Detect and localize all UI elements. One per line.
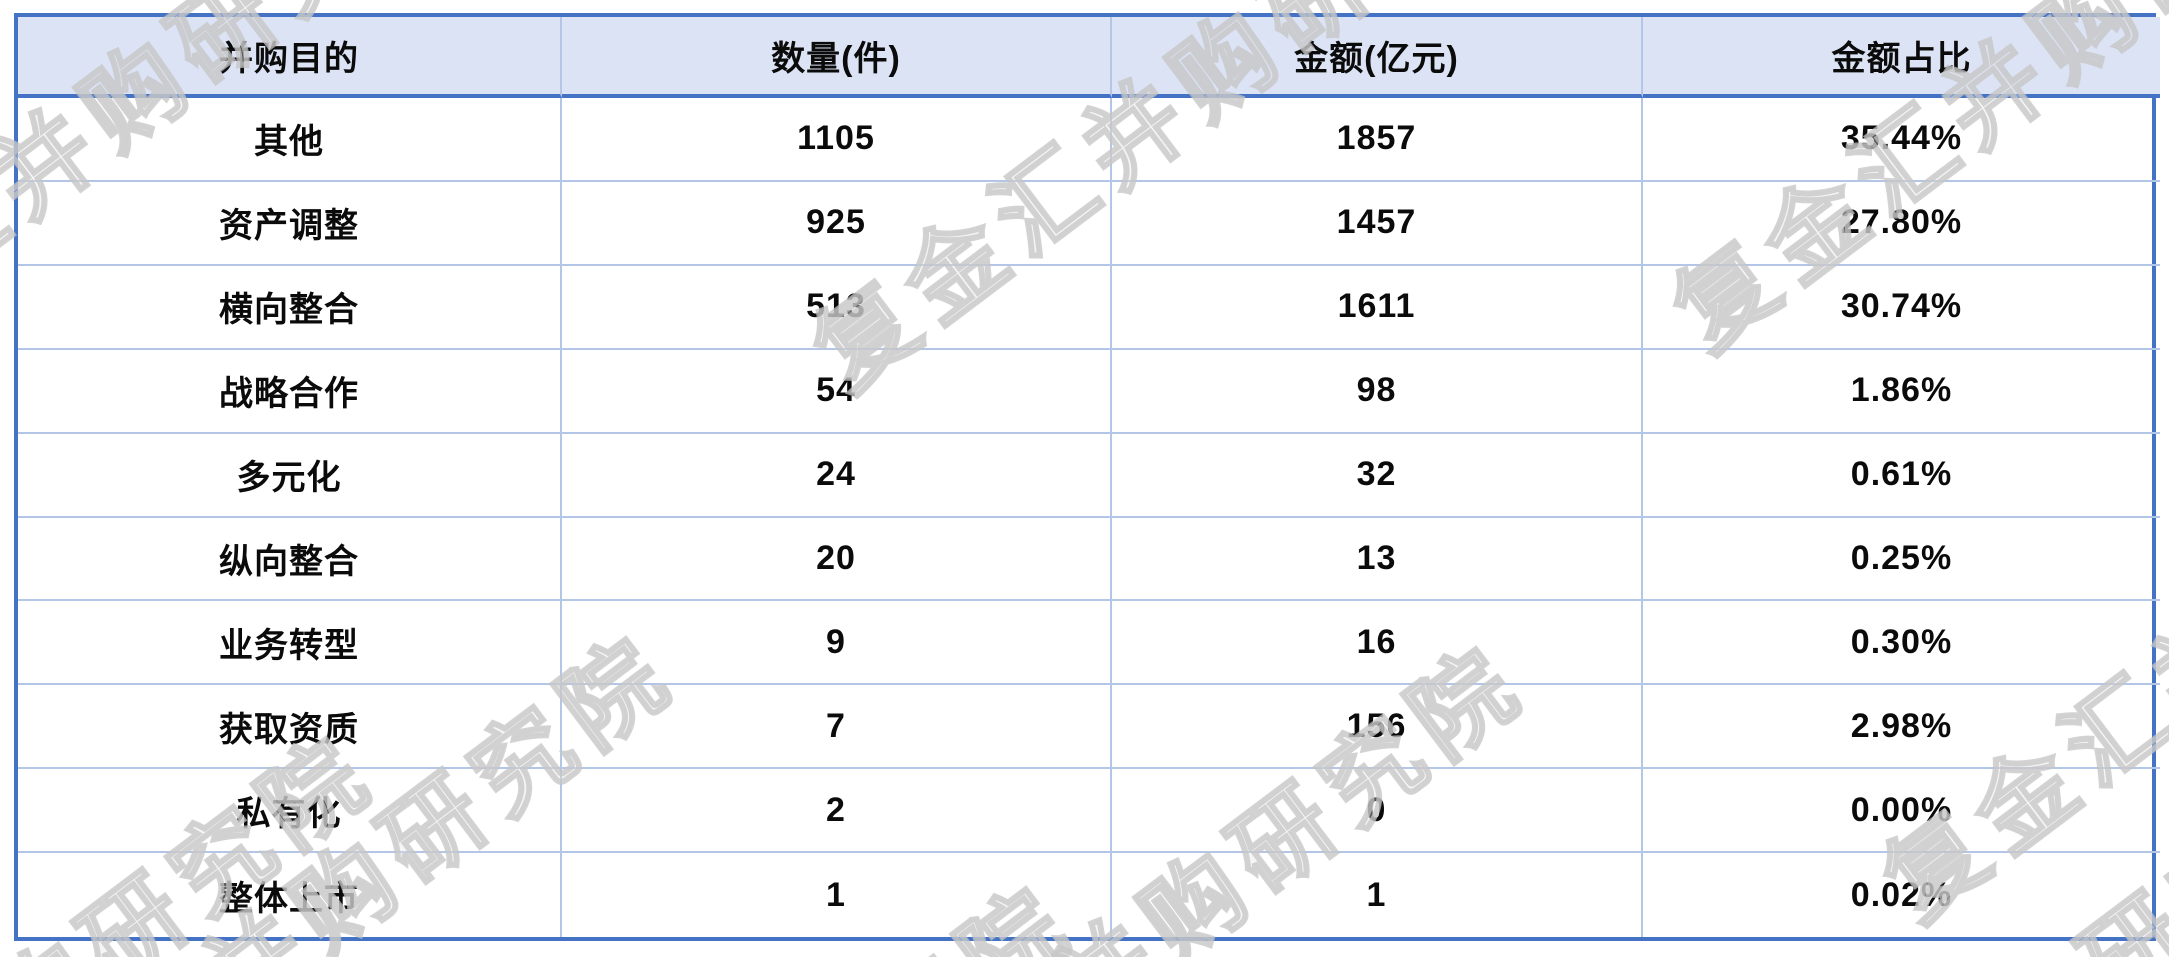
table-cell: 获取资质 (18, 685, 562, 770)
table-cell: 私有化 (18, 769, 562, 854)
column-header-amount: 金额(亿元) (1112, 17, 1643, 98)
table-cell: 2.98% (1643, 685, 2160, 770)
table-cell: 1 (1112, 853, 1643, 937)
table-cell: 1611 (1112, 265, 1643, 350)
table-cell: 32 (1112, 433, 1643, 518)
table-cell: 0.00% (1643, 769, 2160, 854)
table-cell: 0.25% (1643, 518, 2160, 602)
table-cell: 7 (562, 685, 1112, 770)
table-cell: 2 (562, 769, 1112, 854)
table-cell: 513 (562, 265, 1112, 350)
table-cell: 0 (1112, 769, 1643, 854)
table-cell: 1457 (1112, 181, 1643, 266)
table-cell: 1 (562, 853, 1112, 937)
table-cell: 1105 (562, 98, 1112, 182)
table-cell: 其他 (18, 98, 562, 182)
table-cell: 24 (562, 433, 1112, 518)
table-cell: 1857 (1112, 98, 1643, 182)
table-cell: 0.02% (1850, 875, 1953, 914)
table-cell: 16 (1112, 601, 1643, 686)
table-cell: 0.61% (1643, 434, 2160, 518)
table-cell: 9 (562, 601, 1112, 686)
table-cell: 0.30% (1643, 601, 2160, 686)
table-cell: 1.86% (1643, 350, 2160, 434)
table-cell: 横向整合 (18, 265, 562, 350)
table-cell: 战略合作 (18, 349, 562, 434)
table-cell: 13 (1112, 517, 1643, 602)
table-cell: 156 (1112, 685, 1643, 770)
table-cell: 27.80% (1643, 182, 2160, 266)
column-header-share: 金额占比 (1643, 17, 2160, 98)
column-header-count: 数量(件) (562, 17, 1112, 98)
column-header-purpose: 并购目的 (18, 17, 562, 98)
table-cell: 多元化 (18, 433, 562, 518)
table-cell: 纵向整合 (18, 517, 562, 602)
table-cell: 业务转型 (18, 601, 562, 686)
table-cell: 98 (1112, 349, 1643, 434)
table-cell: 整体上市 (18, 853, 562, 937)
table-cell: 资产调整 (18, 181, 562, 266)
table-cell: 30.74% (1643, 266, 2160, 350)
table-cell: 925 (562, 181, 1112, 266)
ma-purpose-table: 并购目的 数量(件) 金额(亿元) 金额占比 其他 1105 1857 35.44% 资… (14, 13, 2160, 941)
table-cell: 35.44% (1643, 98, 2160, 182)
table-cell: 54 (562, 349, 1112, 434)
table-cell: 20 (562, 517, 1112, 602)
